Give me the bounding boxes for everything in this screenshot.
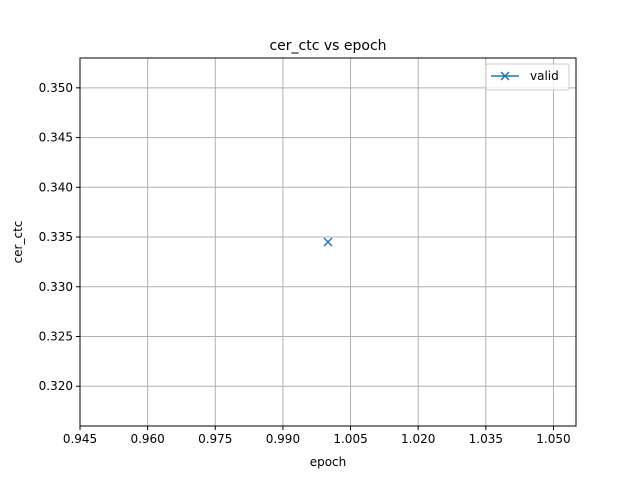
x-tick-label: 1.035 xyxy=(469,432,503,446)
y-tick-label: 0.345 xyxy=(39,131,73,145)
chart-title: cer_ctc vs epoch xyxy=(269,38,386,54)
axes-frame xyxy=(79,57,577,427)
y-tick-label: 0.320 xyxy=(39,379,73,393)
x-axis-label: epoch xyxy=(310,455,347,469)
y-tick-label: 0.335 xyxy=(39,230,73,244)
data-point-valid xyxy=(323,237,333,247)
grid-lines xyxy=(79,58,576,426)
y-axis-label: cer_ctc xyxy=(11,221,25,264)
legend-box xyxy=(485,63,570,91)
x-tick-label: 0.975 xyxy=(198,432,232,446)
legend-marker-valid xyxy=(500,71,510,81)
x-tick-label: 1.005 xyxy=(333,432,367,446)
y-tick-label: 0.340 xyxy=(39,180,73,194)
x-tick-label: 0.945 xyxy=(63,432,97,446)
x-tick-label: 0.960 xyxy=(130,432,164,446)
x-tick-label: 1.020 xyxy=(401,432,435,446)
y-tick-label: 0.325 xyxy=(39,329,73,343)
y-tick-label: 0.350 xyxy=(39,81,73,95)
x-tick-label: 0.990 xyxy=(266,432,300,446)
series-layer xyxy=(323,237,333,247)
y-tick-label: 0.330 xyxy=(39,280,73,294)
legend: valid xyxy=(485,63,570,91)
x-tick-label: 1.050 xyxy=(536,432,570,446)
axis-ticks: 0.945 0.960 0.975 0.990 1.005 1.020 1.035 1.050… xyxy=(39,81,571,446)
legend-label-valid: valid xyxy=(530,69,559,83)
